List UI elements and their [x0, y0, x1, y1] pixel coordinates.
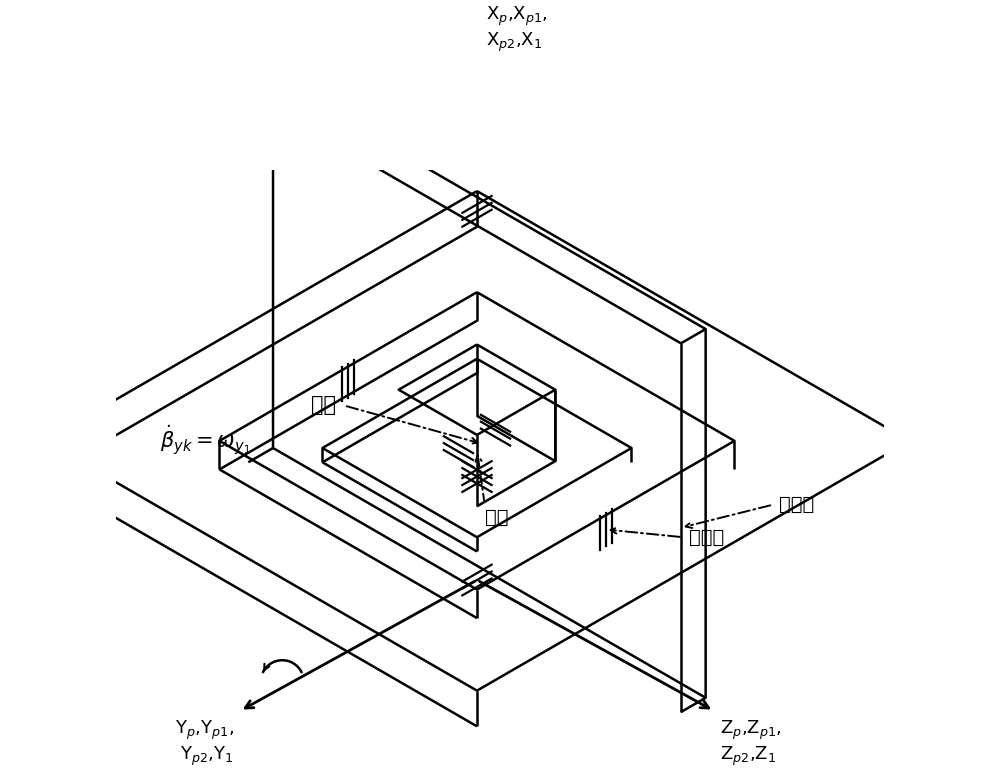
- Text: 基座: 基座: [311, 395, 336, 415]
- Text: 内框架: 内框架: [689, 527, 724, 547]
- Text: Z$_p$,Z$_{p1}$,
Z$_{p2}$,Z$_1$: Z$_p$,Z$_{p1}$, Z$_{p2}$,Z$_1$: [720, 719, 782, 768]
- Text: $\dot{\beta}_{yk} = \omega_{y_1}$: $\dot{\beta}_{yk} = \omega_{y_1}$: [160, 423, 250, 456]
- Text: Y$_p$,Y$_{p1}$,
Y$_{p2}$,Y$_1$: Y$_p$,Y$_{p1}$, Y$_{p2}$,Y$_1$: [175, 719, 234, 768]
- Text: 外框架: 外框架: [779, 495, 814, 514]
- Text: 台体: 台体: [485, 508, 508, 527]
- Text: X$_p$,X$_{p1}$,
X$_{p2}$,X$_1$: X$_p$,X$_{p1}$, X$_{p2}$,X$_1$: [486, 5, 548, 54]
